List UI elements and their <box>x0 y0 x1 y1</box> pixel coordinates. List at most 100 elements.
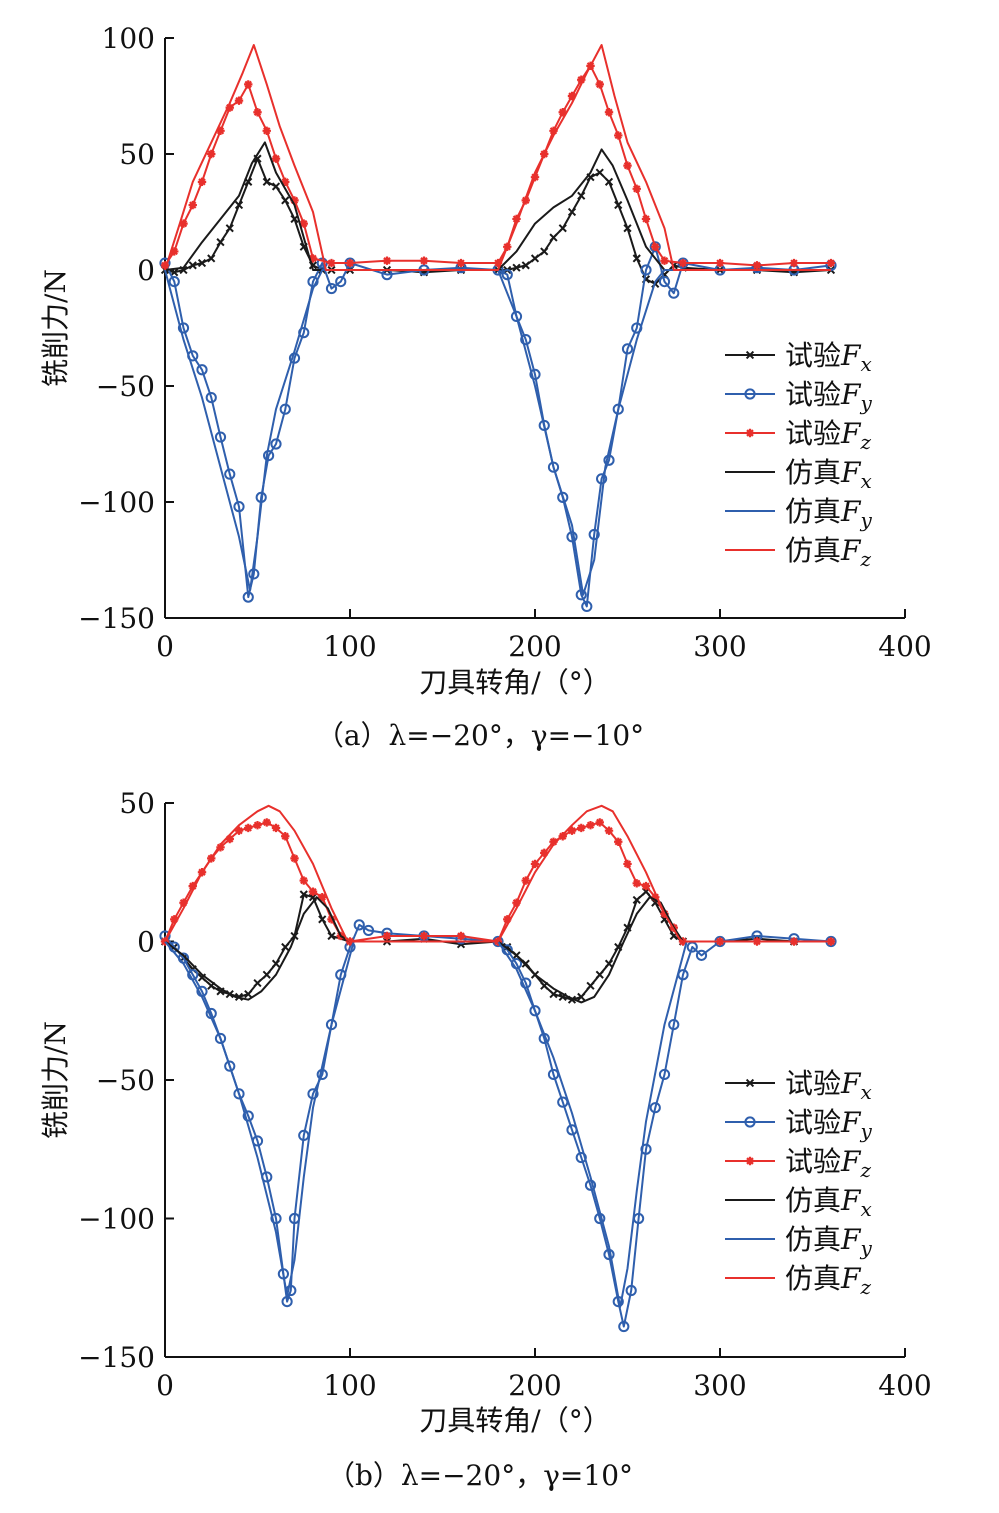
series-test-x-point <box>558 224 567 233</box>
series-test-z-point <box>179 219 188 228</box>
series-test-x-point <box>197 258 207 268</box>
x-tick-label: 400 <box>878 630 931 663</box>
chart-b: 0 100 200 300 400500−50−100−150刀具转角/（°）铣削力/N… <box>39 787 932 1492</box>
series-test-z-point <box>540 848 549 858</box>
series-sim-y-line <box>164 940 831 1309</box>
series-sim-y <box>164 940 831 1309</box>
series-test-y-point <box>177 322 190 334</box>
legend-label: 仿真Fx <box>785 1184 872 1221</box>
series-test-z <box>160 818 836 946</box>
legend-label: 仿真Fz <box>785 1262 871 1299</box>
series-test-z-point <box>512 214 521 224</box>
series-test-y-point <box>575 589 587 601</box>
series-test-z-point <box>244 80 253 89</box>
series-test-z-point <box>715 258 725 268</box>
series-test-x-point <box>632 254 641 263</box>
x-tick-label: 100 <box>323 1369 376 1402</box>
series-test-z-point <box>549 837 558 846</box>
series-test-z-point <box>456 931 466 941</box>
series-test-y-point <box>668 287 680 299</box>
series-test-z-point <box>160 261 170 270</box>
series-test-z-point <box>614 837 623 846</box>
series-test-z-point <box>216 126 225 135</box>
series-test-x-point <box>188 261 197 270</box>
series-test-y-point <box>325 282 338 295</box>
series-test-y-line <box>164 923 832 1328</box>
series-test-y-point <box>557 491 569 503</box>
series-test-y-point <box>603 454 615 466</box>
series-sim-x <box>164 896 831 1004</box>
y-tick-label: 50 <box>119 138 155 171</box>
series-test-y-point <box>625 1284 637 1297</box>
series-test-z-point <box>299 219 308 228</box>
series-test-y-point <box>566 531 578 543</box>
series-test-z-point <box>512 898 521 907</box>
series-test-y <box>159 241 837 613</box>
series-test-z-point <box>253 820 262 830</box>
series-test-z-point <box>577 823 586 833</box>
legend-label: 试验Fz <box>785 417 871 454</box>
legend-label: 仿真Fz <box>785 534 871 571</box>
y-tick-label: 0 <box>137 926 155 959</box>
x-axis-label: 刀具转角/（°） <box>419 1404 610 1437</box>
series-sim-z-line <box>164 44 831 271</box>
series-test-z-point <box>345 258 355 268</box>
series-test-z-point <box>281 832 290 841</box>
series-test-z-point <box>308 254 318 263</box>
series-test-y-point <box>316 257 328 269</box>
y-tick-label: −150 <box>78 1341 155 1374</box>
series-test-z-point <box>660 256 669 265</box>
series-test-z-point <box>308 887 318 896</box>
series-test-x-point <box>586 981 595 990</box>
series-test-z-point <box>419 256 429 265</box>
series-sim-x <box>164 141 831 271</box>
legend-label: 试验Fy <box>785 378 872 415</box>
legend-marker <box>744 388 756 400</box>
y-tick-label: −100 <box>78 1203 155 1236</box>
series-test-z-point <box>290 854 299 863</box>
series-test-x-point <box>549 233 558 242</box>
series-test-x-point <box>549 990 558 999</box>
series-test-y-point <box>242 591 254 603</box>
series-test-x-point <box>567 207 577 217</box>
series-test-z-point <box>318 892 327 902</box>
series-test-z-point <box>651 242 660 251</box>
series-test-z-point <box>614 131 623 140</box>
series-test-y-point <box>270 438 282 450</box>
legend-label: 试验Fy <box>785 1106 872 1143</box>
series-test-x-point <box>290 214 299 224</box>
series-test-x-point <box>281 942 290 952</box>
series-test-y-point <box>649 1102 661 1114</box>
series-test-z-point <box>271 823 281 833</box>
legend-label: 仿真Fy <box>785 1223 872 1260</box>
series-test-z <box>160 61 836 270</box>
series-test-y-point <box>353 919 365 931</box>
series-test-x-point <box>604 177 614 186</box>
series-test-z-point <box>262 818 271 827</box>
series-test-x-point <box>577 191 586 200</box>
series-test-x-point <box>632 895 641 905</box>
series-test-x-point <box>281 196 290 205</box>
series-test-y-point <box>649 241 661 253</box>
series-test-z-point <box>577 75 586 84</box>
chart-a: 0 100 200 300 400 100 50 0 −50 −100 −150 刀具转角/（°） 铣削… <box>39 22 932 752</box>
series-test-z-point <box>188 200 197 210</box>
series-test-z-point <box>530 173 540 182</box>
series-test-y-point <box>242 1110 254 1122</box>
series-test-z-point <box>207 149 216 159</box>
legend-marker <box>745 1156 755 1166</box>
series-test-z-point <box>623 859 632 869</box>
series-test-y-point <box>520 334 532 346</box>
series-test-y-point <box>529 368 541 380</box>
x-tick-label: 0 <box>156 1369 174 1402</box>
series-test-y-point <box>279 403 291 415</box>
x-tick-label: 400 <box>878 1369 931 1402</box>
series-test-z-point <box>327 258 336 268</box>
series-test-y-point <box>214 1032 227 1045</box>
series-test-x-point <box>595 970 604 979</box>
y-tick-label: 50 <box>119 787 155 820</box>
y-tick-label: 100 <box>102 22 155 55</box>
series-test-y <box>159 919 837 1333</box>
series-test-y-point <box>224 1060 236 1072</box>
